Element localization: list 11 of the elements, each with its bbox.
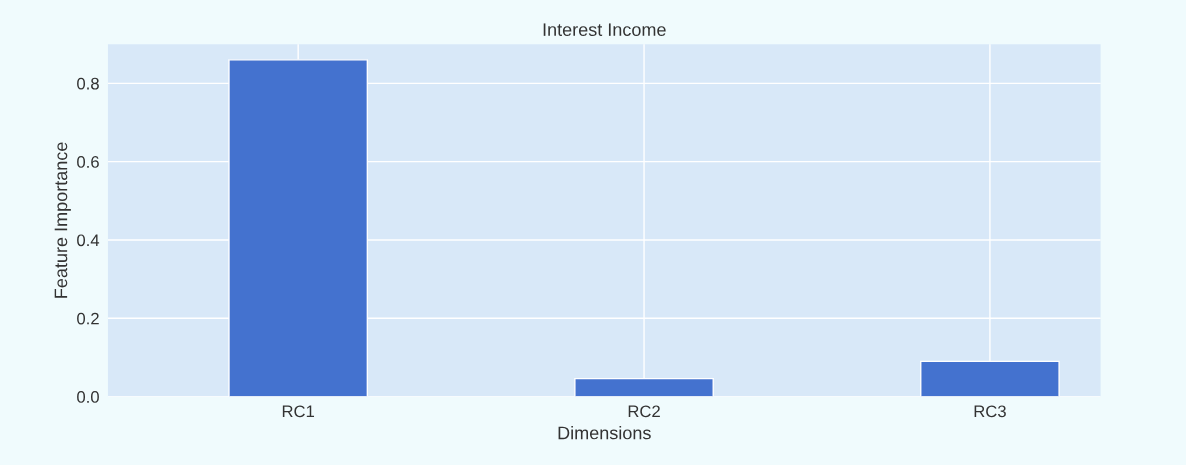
chart-title: Interest Income	[543, 23, 666, 37]
y-tick-label: 0.6	[77, 156, 99, 168]
y-tick-label: 0.4	[77, 234, 100, 247]
y-axis-title: Feature Importance	[54, 142, 71, 298]
y-tick-label: 0.0	[77, 391, 99, 403]
x-tick-label: RC2	[628, 405, 660, 418]
x-tick-label: RC3	[974, 405, 1006, 418]
x-axis-title: Dimensions	[558, 426, 651, 440]
y-tick-label: 0.2	[77, 312, 99, 325]
x-tick-label: RC1	[282, 405, 315, 418]
y-tick-label: 0.8	[77, 77, 99, 90]
